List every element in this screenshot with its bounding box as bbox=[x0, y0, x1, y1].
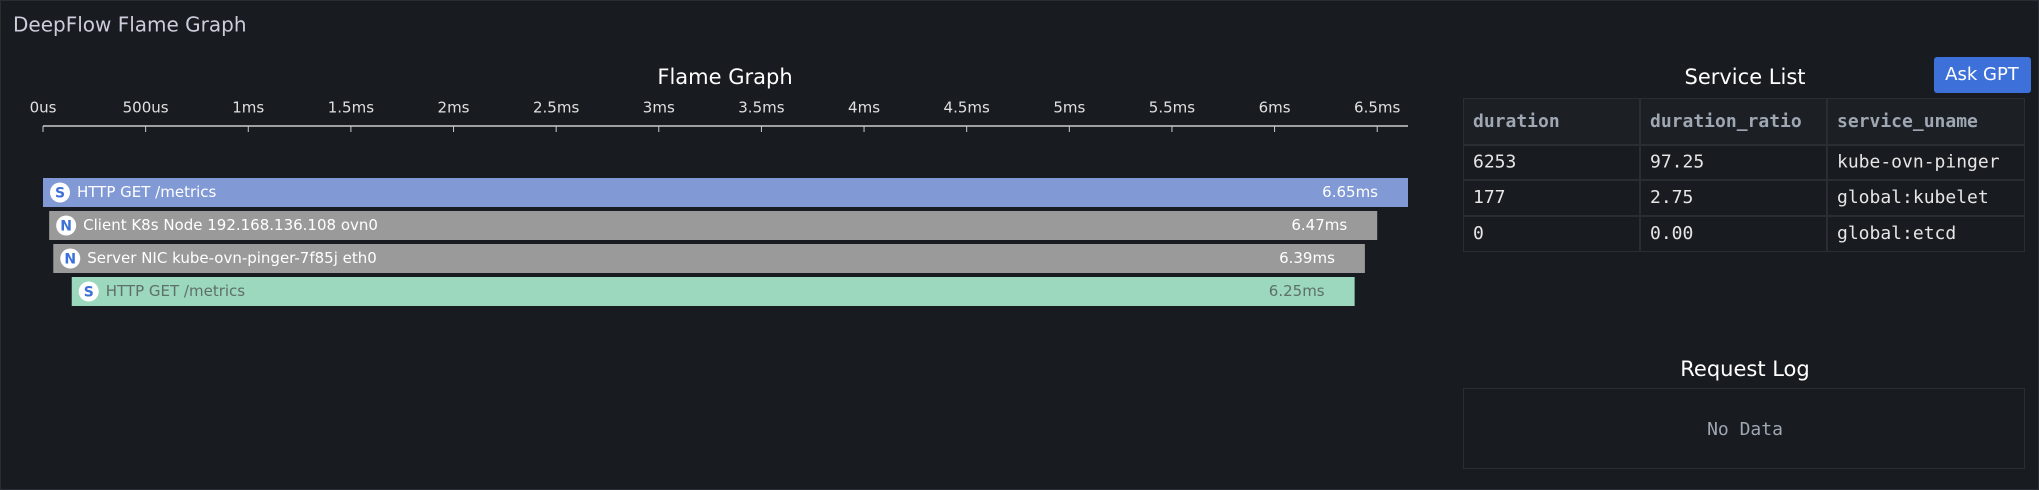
x-tick-label: 3.5ms bbox=[738, 99, 784, 117]
x-tick-label: 2.5ms bbox=[533, 99, 579, 117]
table-cell: global:kubelet bbox=[1837, 187, 1989, 208]
span-icon-letter: S bbox=[55, 186, 65, 202]
service-list-title: Service List bbox=[1685, 65, 1806, 89]
x-tick-label: 1.5ms bbox=[328, 99, 374, 117]
span-label: HTTP GET /metrics bbox=[106, 282, 246, 300]
table-cell: 97.25 bbox=[1650, 152, 1704, 173]
x-tick-label: 2ms bbox=[438, 99, 470, 117]
x-tick-label: 3ms bbox=[643, 99, 675, 117]
table-cell: 2.75 bbox=[1650, 187, 1693, 208]
ask-gpt-button[interactable] bbox=[1934, 57, 2031, 93]
table-cell: 177 bbox=[1473, 187, 1506, 208]
x-tick-label: 1ms bbox=[232, 99, 264, 117]
request-log-title: Request Log bbox=[1680, 357, 1810, 381]
table-cell: kube-ovn-pinger bbox=[1837, 152, 2000, 173]
span-bar[interactable] bbox=[43, 178, 1408, 207]
ask-gpt-label[interactable]: Ask GPT bbox=[1945, 64, 2020, 85]
x-tick-label: 500us bbox=[123, 99, 169, 117]
x-tick-label: 0us bbox=[30, 99, 57, 117]
empty-text: No Data bbox=[1707, 419, 1783, 440]
x-tick-label: 5.5ms bbox=[1149, 99, 1195, 117]
span-icon bbox=[78, 281, 99, 302]
x-tick-label: 6.5ms bbox=[1354, 99, 1400, 117]
x-tick-label: 4.5ms bbox=[944, 99, 990, 117]
table-cell: 6253 bbox=[1473, 152, 1516, 173]
column-header: duration bbox=[1473, 111, 1560, 132]
span-duration: 6.65ms bbox=[1322, 183, 1378, 201]
column-header: service_uname bbox=[1837, 111, 1978, 132]
span-icon-letter: N bbox=[60, 219, 72, 235]
span-bar[interactable] bbox=[53, 244, 1365, 273]
table-cell: 0.00 bbox=[1650, 223, 1693, 244]
span-icon bbox=[50, 182, 70, 203]
span-bar[interactable] bbox=[49, 211, 1378, 240]
flame-title: Flame Graph bbox=[657, 65, 792, 89]
x-tick-label: 5ms bbox=[1053, 99, 1085, 117]
span-label: HTTP GET /metrics bbox=[77, 183, 217, 201]
x-tick-label: 4ms bbox=[848, 99, 880, 117]
table-cell: 0 bbox=[1473, 223, 1484, 244]
table-cell: global:etcd bbox=[1837, 223, 1956, 244]
span-icon bbox=[60, 248, 81, 269]
span-icon-letter: S bbox=[84, 285, 94, 301]
span-label: Client K8s Node 192.168.136.108 ovn0 bbox=[83, 216, 378, 234]
span-duration: 6.25ms bbox=[1269, 282, 1325, 300]
span-duration: 6.47ms bbox=[1291, 216, 1347, 234]
span-duration: 6.39ms bbox=[1279, 249, 1335, 267]
request-log-box bbox=[1463, 388, 2025, 469]
panel-title: DeepFlow Flame Graph bbox=[13, 13, 247, 37]
table-frame bbox=[1463, 98, 2025, 252]
span-icon-letter: N bbox=[64, 252, 76, 268]
span-bar[interactable] bbox=[71, 277, 1355, 306]
x-tick-label: 6ms bbox=[1259, 99, 1291, 117]
table-header-bg bbox=[1464, 99, 2024, 145]
column-header: duration_ratio bbox=[1650, 111, 1802, 132]
span-label: Server NIC kube-ovn-pinger-7f85j eth0 bbox=[87, 249, 377, 267]
span-icon bbox=[56, 215, 77, 236]
